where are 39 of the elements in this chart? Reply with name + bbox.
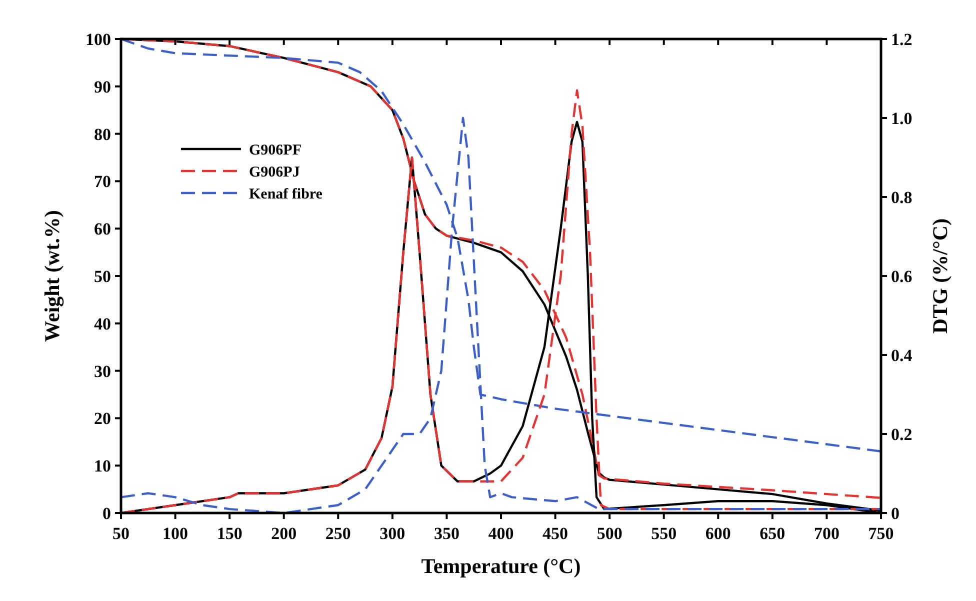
legend-label: G906PF	[249, 142, 302, 158]
x-tick-label: 150	[216, 524, 242, 543]
x-tick-label: 700	[814, 524, 840, 543]
y-tick-label: 10	[94, 456, 111, 476]
x-tick-label: 500	[596, 524, 622, 543]
y-tick-label: 50	[94, 266, 111, 286]
y2-tick-label: 1.0	[891, 108, 912, 128]
y-tick-label: 80	[94, 124, 111, 144]
y2-tick-label: 0.2	[891, 424, 912, 444]
y-tick-label: 0	[102, 504, 111, 523]
y-tick-label: 20	[94, 409, 111, 428]
legend-label: Kenaf fibre	[249, 186, 323, 202]
y2-axis-title: DTG (%/°C)	[928, 218, 952, 334]
legend-label: G906PJ	[249, 164, 300, 180]
y-tick-label: 30	[94, 362, 111, 381]
y-tick-label: 40	[94, 314, 111, 334]
y-axis-title: Weight (wt.%)	[40, 210, 64, 342]
y2-tick-label: 0.6	[891, 266, 912, 286]
y2-tick-label: 0.4	[891, 346, 913, 365]
x-tick-label: 600	[705, 524, 731, 543]
y2-tick-label: 0.8	[891, 188, 912, 207]
x-tick-label: 650	[760, 524, 786, 543]
y2-tick-label: 0	[891, 504, 900, 523]
x-tick-label: 350	[434, 524, 460, 543]
y2-tick-label: 1.2	[891, 30, 912, 49]
x-tick-label: 550	[651, 524, 677, 543]
x-tick-label: 100	[162, 524, 188, 543]
y-tick-label: 70	[94, 172, 111, 192]
x-axis-title: Temperature (°C)	[421, 554, 581, 578]
y-tick-label: 100	[86, 30, 111, 49]
x-tick-label: 300	[380, 524, 406, 543]
y-tick-label: 60	[94, 220, 111, 239]
x-tick-label: 200	[271, 524, 297, 543]
y-tick-label: 90	[94, 77, 111, 96]
x-tick-label: 450	[542, 524, 568, 543]
x-tick-label: 400	[488, 524, 514, 543]
x-tick-label: 250	[325, 524, 351, 543]
x-tick-label: 50	[112, 524, 130, 543]
x-tick-label: 750	[868, 524, 894, 543]
